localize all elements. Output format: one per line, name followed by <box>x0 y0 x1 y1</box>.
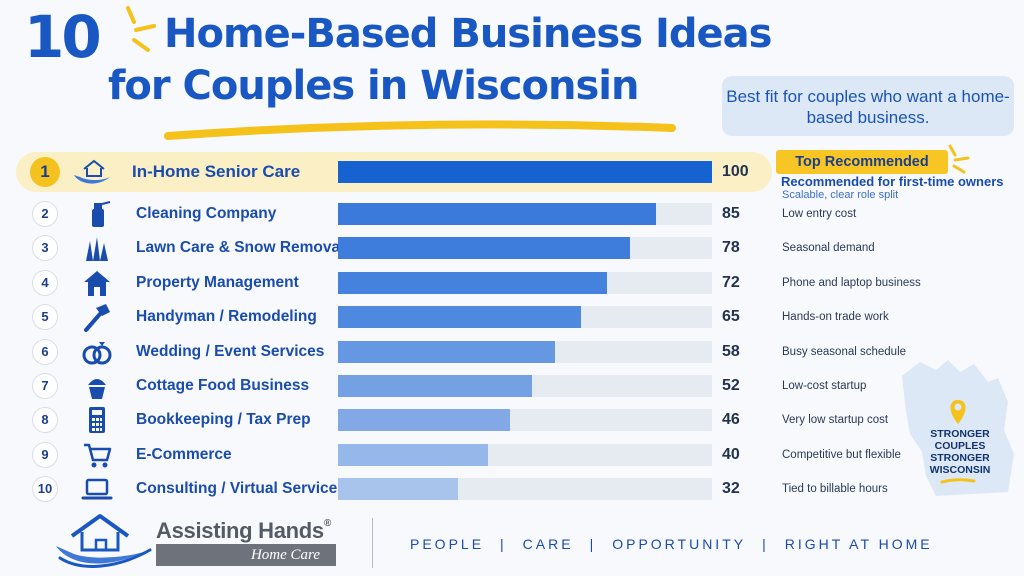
score-label: 40 <box>722 445 740 463</box>
wisconsin-map-icon <box>902 360 1014 496</box>
rank-badge: 2 <box>32 201 58 227</box>
row-note: Seasonal demand <box>782 242 875 255</box>
tagline-word: RIGHT AT HOME <box>784 536 933 552</box>
top-recommended-text: Recommended for first-time owners <box>781 174 1004 189</box>
row-note: Low entry cost <box>782 208 857 220</box>
category-label: Cleaning Company <box>136 205 277 222</box>
rank-badge: 9 <box>32 441 58 468</box>
rank-badge: 7 <box>32 373 58 399</box>
top-recommended-badge: Top Recommended <box>776 150 948 174</box>
rank-badge: 6 <box>32 338 58 365</box>
bar <box>338 478 458 501</box>
laptop-icon <box>80 474 114 504</box>
brand-name: Assisting Hands® <box>156 518 331 543</box>
rank-badge: 5 <box>32 304 58 331</box>
title-underline-swoosh <box>164 120 676 140</box>
sparkle-icon <box>126 6 156 52</box>
category-label: Wedding / Event Services <box>136 342 325 360</box>
hammer-icon <box>80 302 114 333</box>
category-label: Handyman / Remodeling <box>136 308 317 326</box>
score-label: 78 <box>722 239 740 257</box>
category-label: In-Home Senior Care <box>132 162 301 181</box>
bar <box>338 271 608 294</box>
top-recommended-subtext: Scalable, clear role split <box>782 189 899 201</box>
score-label: 65 <box>722 308 740 326</box>
score-label: 32 <box>722 480 740 498</box>
category-label: Property Management <box>136 273 299 291</box>
score-label: 52 <box>722 377 740 394</box>
rank-badge: 8 <box>32 407 58 434</box>
rank-badge: 1 <box>30 157 60 187</box>
brand-subtitle: Home Care <box>156 544 336 566</box>
rank-badge: 10 <box>32 476 58 503</box>
bar <box>338 203 656 225</box>
category-label: Lawn Care & Snow Removal <box>136 239 345 257</box>
category-label: Bookkeeping / Tax Prep <box>136 411 311 429</box>
caring-hands-home-icon <box>72 157 116 187</box>
assisting-hands-logo-icon <box>56 514 152 568</box>
rank-badge: 4 <box>32 269 58 296</box>
category-label: E-Commerce <box>136 445 232 463</box>
row-note: Phone and laptop business <box>782 276 921 289</box>
rank-badge: 3 <box>32 235 58 262</box>
calculator-icon <box>80 405 114 435</box>
row-note: Busy seasonal schedule <box>782 345 907 358</box>
best-fit-callout: Best fit for couples who want a home-bas… <box>722 76 1014 136</box>
spray-bottle-icon <box>80 199 114 229</box>
bar <box>338 306 582 329</box>
bar <box>338 443 488 466</box>
bar <box>338 409 511 432</box>
row-note: Very low startup cost <box>782 414 889 427</box>
rings-icon <box>80 337 114 367</box>
grass-icon <box>80 233 114 263</box>
sparkle-icon <box>948 144 970 174</box>
shopping-cart-icon <box>80 440 114 470</box>
row-note: Competitive but flexible <box>782 448 901 461</box>
row-note: Low-cost startup <box>782 380 867 392</box>
score-label: 100 <box>722 163 749 180</box>
bar <box>338 375 533 397</box>
footer-tagline: PEOPLE | CARE | OPPORTUNITY | RIGHT AT HOME <box>410 536 933 552</box>
page-title-line1: Home-Based Business Ideas <box>164 11 772 57</box>
bar <box>338 161 712 183</box>
bar <box>338 340 555 363</box>
row-note: Tied to billable hours <box>782 483 888 496</box>
score-label: 72 <box>722 273 740 291</box>
cupcake-icon <box>80 371 114 401</box>
tagline-word: PEOPLE <box>410 536 485 552</box>
stronger-wisconsin-badge: STRONGER COUPLES STRONGER WISCONSIN <box>929 428 991 476</box>
score-label: 58 <box>722 342 740 360</box>
tagline-word: OPPORTUNITY <box>612 536 747 552</box>
page-title-line2: for Couples in Wisconsin <box>108 63 639 109</box>
bar <box>338 237 630 260</box>
house-icon <box>80 268 114 298</box>
category-label: Cottage Food Business <box>136 377 310 394</box>
score-label: 46 <box>722 411 740 429</box>
category-label: Consulting / Virtual Services <box>136 480 346 498</box>
tagline-word: CARE <box>522 536 574 552</box>
row-note: Hands-on trade work <box>782 311 889 324</box>
footer-divider <box>372 518 373 568</box>
title-number: 10 <box>24 3 102 71</box>
score-label: 85 <box>722 205 740 222</box>
